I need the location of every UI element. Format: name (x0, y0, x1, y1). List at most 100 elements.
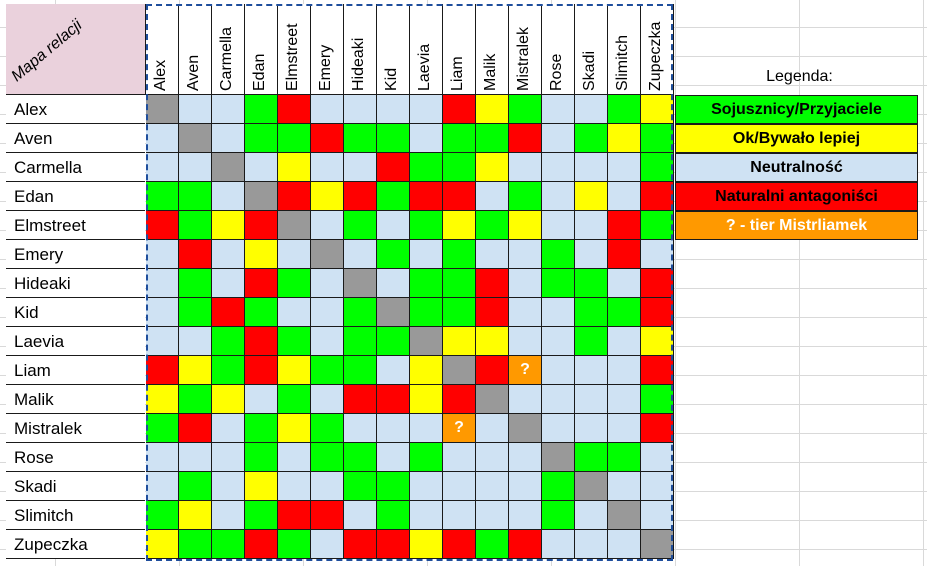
relation-cell[interactable] (377, 472, 410, 501)
relation-cell[interactable] (410, 414, 443, 443)
relation-cell[interactable] (311, 240, 344, 269)
relation-cell[interactable] (608, 124, 641, 153)
relation-cell[interactable] (311, 327, 344, 356)
relation-cell[interactable] (245, 124, 278, 153)
relation-cell[interactable] (146, 472, 179, 501)
relation-cell[interactable] (278, 124, 311, 153)
relation-cell[interactable] (641, 530, 674, 559)
relation-cell[interactable] (377, 269, 410, 298)
column-header-malik[interactable]: Malik (476, 4, 509, 95)
relation-cell[interactable] (509, 153, 542, 182)
relation-cell[interactable] (344, 356, 377, 385)
relation-cell[interactable] (212, 530, 245, 559)
relation-cell[interactable] (245, 298, 278, 327)
relation-cell[interactable] (641, 414, 674, 443)
relation-cell[interactable] (641, 124, 674, 153)
relation-cell[interactable] (608, 298, 641, 327)
relation-cell[interactable] (476, 182, 509, 211)
relation-cell[interactable] (311, 298, 344, 327)
relation-cell[interactable] (476, 385, 509, 414)
relation-cell[interactable] (311, 501, 344, 530)
relation-cell[interactable] (278, 95, 311, 124)
relation-cell[interactable]: ? (509, 356, 542, 385)
relation-cell[interactable] (575, 182, 608, 211)
relation-cell[interactable] (212, 269, 245, 298)
relation-cell[interactable] (377, 385, 410, 414)
relation-cell[interactable] (278, 153, 311, 182)
relation-cell[interactable] (344, 182, 377, 211)
relation-cell[interactable] (509, 95, 542, 124)
relation-cell[interactable] (146, 530, 179, 559)
relation-cell[interactable] (278, 443, 311, 472)
relation-cell[interactable] (311, 472, 344, 501)
relation-cell[interactable] (509, 385, 542, 414)
relation-cell[interactable] (212, 211, 245, 240)
relation-cell[interactable] (608, 153, 641, 182)
relation-cell[interactable] (410, 269, 443, 298)
relation-cell[interactable] (311, 356, 344, 385)
relation-cell[interactable] (410, 501, 443, 530)
relation-cell[interactable] (212, 95, 245, 124)
relation-cell[interactable] (344, 414, 377, 443)
relation-cell[interactable] (146, 95, 179, 124)
relation-cell[interactable] (410, 327, 443, 356)
relation-cell[interactable] (476, 95, 509, 124)
relation-cell[interactable] (443, 153, 476, 182)
relation-cell[interactable] (377, 327, 410, 356)
relation-cell[interactable] (410, 443, 443, 472)
column-header-zupeczka[interactable]: Zupeczka (641, 4, 674, 95)
relation-cell[interactable] (179, 356, 212, 385)
relation-cell[interactable] (311, 530, 344, 559)
column-header-slimitch[interactable]: Slimitch (608, 4, 641, 95)
relation-cell[interactable] (245, 240, 278, 269)
relation-cell[interactable] (542, 153, 575, 182)
relation-cell[interactable] (608, 95, 641, 124)
relation-cell[interactable] (575, 443, 608, 472)
relation-cell[interactable] (245, 414, 278, 443)
relation-cell[interactable] (641, 327, 674, 356)
relation-cell[interactable] (641, 182, 674, 211)
relation-cell[interactable] (575, 211, 608, 240)
relation-cell[interactable] (542, 501, 575, 530)
relation-cell[interactable] (608, 530, 641, 559)
relation-cell[interactable] (443, 327, 476, 356)
relation-cell[interactable] (608, 356, 641, 385)
relation-cell[interactable] (641, 356, 674, 385)
relation-cell[interactable] (179, 153, 212, 182)
relation-cell[interactable] (641, 501, 674, 530)
relation-cell[interactable] (476, 124, 509, 153)
relation-cell[interactable] (476, 414, 509, 443)
row-header-kid[interactable]: Kid (6, 298, 145, 327)
row-header-hideaki[interactable]: Hideaki (6, 269, 145, 298)
row-header-alex[interactable]: Alex (6, 95, 145, 124)
relation-cell[interactable] (608, 327, 641, 356)
relation-cell[interactable] (509, 211, 542, 240)
relation-cell[interactable] (311, 153, 344, 182)
row-header-rose[interactable]: Rose (6, 443, 145, 472)
relation-cell[interactable] (311, 414, 344, 443)
relation-cell[interactable] (245, 327, 278, 356)
relation-cell[interactable] (212, 182, 245, 211)
relation-cell[interactable] (509, 269, 542, 298)
relation-cell[interactable] (311, 443, 344, 472)
relation-cell[interactable] (344, 211, 377, 240)
relation-cell[interactable] (245, 530, 278, 559)
relation-cell[interactable] (443, 356, 476, 385)
corner-header-cell[interactable]: Mapa relacji (6, 4, 146, 95)
relation-cell[interactable] (146, 385, 179, 414)
relation-cell[interactable] (278, 385, 311, 414)
relation-cell[interactable] (278, 414, 311, 443)
relation-cell[interactable] (212, 443, 245, 472)
relation-cell[interactable] (410, 298, 443, 327)
relation-cell[interactable] (575, 472, 608, 501)
relation-cell[interactable] (278, 327, 311, 356)
relation-cell[interactable] (575, 298, 608, 327)
row-header-aven[interactable]: Aven (6, 124, 145, 153)
relation-cell[interactable] (542, 356, 575, 385)
relation-cell[interactable] (608, 182, 641, 211)
relation-cell[interactable] (278, 211, 311, 240)
relation-cell[interactable] (575, 327, 608, 356)
relation-cell[interactable] (377, 211, 410, 240)
relation-cell[interactable] (179, 327, 212, 356)
relation-cell[interactable] (476, 356, 509, 385)
